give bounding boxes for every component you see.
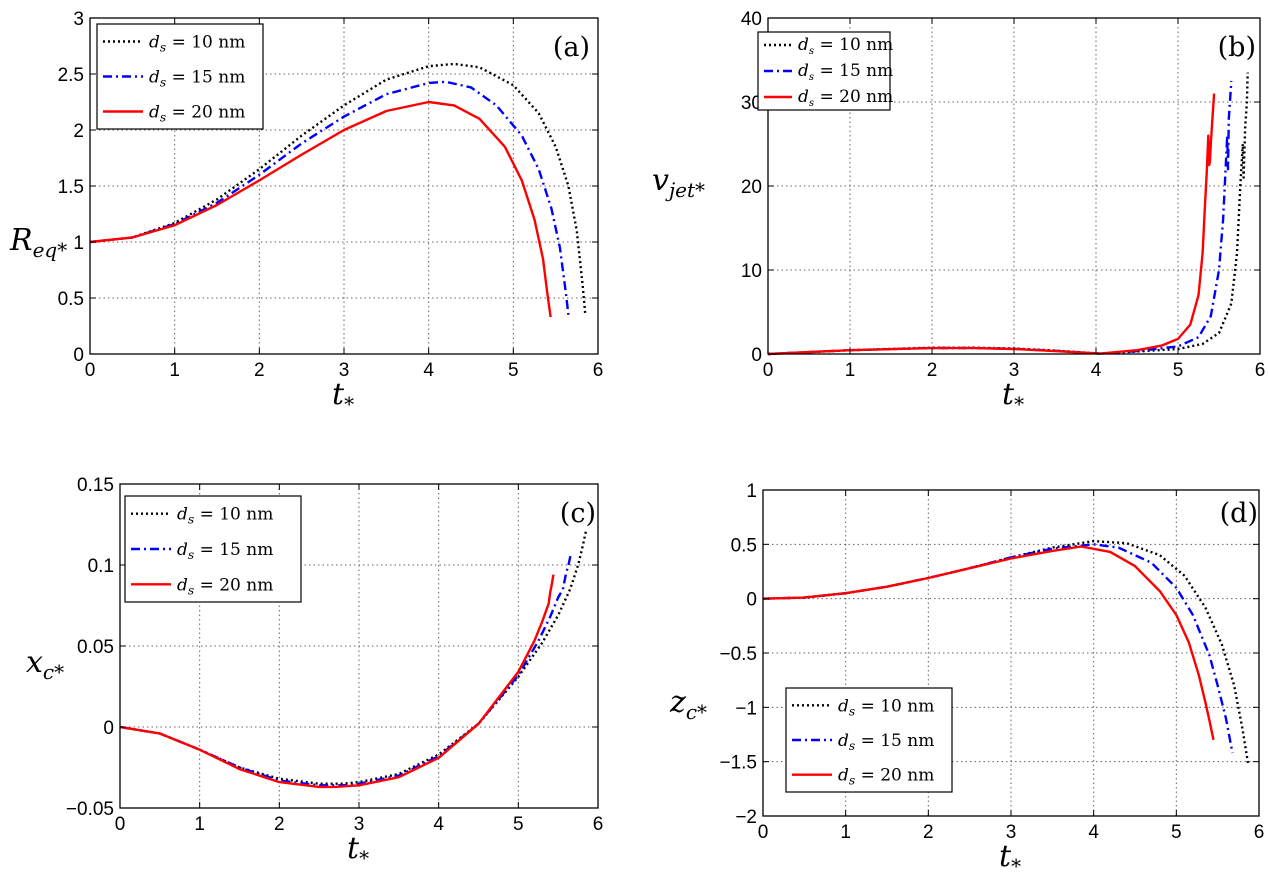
series-line-3 <box>119 574 555 789</box>
legend-label: ds = 15 nm <box>798 61 893 83</box>
y-tick-label: 40 <box>741 9 762 30</box>
legend-label: ds = 20 nm <box>149 102 245 124</box>
y-axis-label: vjet* <box>652 163 705 202</box>
x-tick-label: 2 <box>254 360 265 381</box>
series-line-2 <box>767 80 1233 356</box>
series-line-1 <box>89 62 587 315</box>
y-tick-label: −0.5 <box>719 644 757 665</box>
panel-d: 0 1 2 3 4 5 6 −2 −1.5 −1 −0.5 0 0.5 1 t* zc* (d) ds = 10 … <box>669 481 1264 873</box>
x-tick-label: 0 <box>763 360 774 381</box>
x-tick-label: 6 <box>1254 822 1265 843</box>
legend: ds = 10 nm ds = 15 nm ds = 20 nm <box>757 31 893 111</box>
legend-label: ds = 15 nm <box>149 67 245 89</box>
y-tick-label: 0.15 <box>77 475 114 496</box>
legend-label: ds = 20 nm <box>798 87 893 109</box>
panel-label: (b) <box>1218 32 1256 63</box>
series-line-3 <box>767 93 1216 356</box>
x-tick-label: 1 <box>845 360 856 381</box>
legend-label: ds = 10 nm <box>838 696 934 718</box>
x-tick-label: 3 <box>354 814 365 835</box>
y-tick-label: 0.5 <box>58 289 84 310</box>
y-tick-label: 20 <box>741 177 762 198</box>
x-tick-label: 3 <box>1009 360 1020 381</box>
y-tick-label: 3 <box>73 9 84 30</box>
y-tick-label: 1 <box>73 233 84 254</box>
x-tick-label: 3 <box>339 360 350 381</box>
x-tick-label: 6 <box>1255 360 1266 381</box>
legend-label: ds = 15 nm <box>838 731 934 753</box>
x-tick-label: 0 <box>85 360 96 381</box>
x-tick-label: 2 <box>274 814 285 835</box>
x-tick-label: 5 <box>1173 360 1184 381</box>
x-tick-label: 2 <box>927 360 938 381</box>
y-tick-label: 2.5 <box>58 65 84 86</box>
x-tick-label: 2 <box>923 822 934 843</box>
y-tick-label: 1.5 <box>58 177 84 198</box>
x-tick-label: 5 <box>1171 822 1182 843</box>
x-axis-label: t* <box>1002 377 1024 416</box>
legend-label: ds = 10 nm <box>177 505 273 527</box>
x-tick-label: 1 <box>840 822 851 843</box>
y-tick-label: 1 <box>746 481 757 502</box>
y-tick-label: 0 <box>751 345 762 366</box>
x-tick-label: 0 <box>115 814 126 835</box>
y-tick-label: 0.05 <box>77 637 114 658</box>
x-tick-label: 4 <box>423 360 434 381</box>
y-tick-label: 30 <box>741 93 762 114</box>
y-tick-label: −0.05 <box>66 799 114 820</box>
y-tick-label: −1 <box>735 698 757 719</box>
x-tick-label: 6 <box>593 814 604 835</box>
series-line-1 <box>119 530 588 785</box>
x-tick-label: 3 <box>1006 822 1017 843</box>
y-tick-label: 0 <box>746 590 757 611</box>
legend-label: ds = 20 nm <box>838 766 934 788</box>
y-axis-label: xc* <box>26 645 64 684</box>
series-line-3 <box>89 100 552 318</box>
x-axis-label: t* <box>347 831 369 870</box>
y-tick-label: −2 <box>735 807 757 828</box>
y-tick-label: 10 <box>741 261 762 282</box>
y-tick-label: 0 <box>103 718 114 739</box>
x-tick-label: 5 <box>508 360 519 381</box>
x-tick-label: 4 <box>1091 360 1102 381</box>
x-axis-label: t* <box>332 377 354 416</box>
x-tick-label: 1 <box>194 814 205 835</box>
y-tick-label: 2 <box>73 121 84 142</box>
x-tick-label: 5 <box>513 814 524 835</box>
y-tick-label: −1.5 <box>719 753 757 774</box>
panel-label: (a) <box>553 32 590 63</box>
series-line-2 <box>89 80 570 315</box>
series-line-3 <box>762 545 1215 741</box>
panel-label: (d) <box>1220 498 1258 529</box>
x-tick-label: 4 <box>1088 822 1099 843</box>
legend-label: ds = 15 nm <box>177 540 273 562</box>
x-tick-label: 0 <box>758 822 769 843</box>
x-tick-label: 4 <box>433 814 444 835</box>
y-tick-label: 0 <box>73 345 84 366</box>
y-axis-label: zc* <box>669 685 707 724</box>
legend-label: ds = 10 nm <box>798 35 893 57</box>
y-tick-label: 0.1 <box>88 556 114 577</box>
x-axis-label: t* <box>999 839 1021 873</box>
legend-label: ds = 10 nm <box>149 32 245 54</box>
y-axis-label: Req* <box>9 223 67 262</box>
legend: ds = 10 nm ds = 15 nm ds = 20 nm <box>785 687 953 793</box>
legend: ds = 10 nm ds = 15 nm ds = 20 nm <box>96 23 264 130</box>
panel-label: (c) <box>560 498 596 529</box>
y-tick-label: 0.5 <box>731 535 757 556</box>
panel-a: 0 1 2 3 4 5 600.511.522.53t*Req*(a)ds = 10 nmd… <box>9 9 603 416</box>
x-tick-label: 6 <box>593 360 604 381</box>
legend-label: ds = 20 nm <box>177 575 273 597</box>
x-tick-label: 1 <box>169 360 180 381</box>
series-line-2 <box>762 543 1234 754</box>
legend: ds = 10 nm ds = 15 nm ds = 20 nm <box>124 495 302 603</box>
